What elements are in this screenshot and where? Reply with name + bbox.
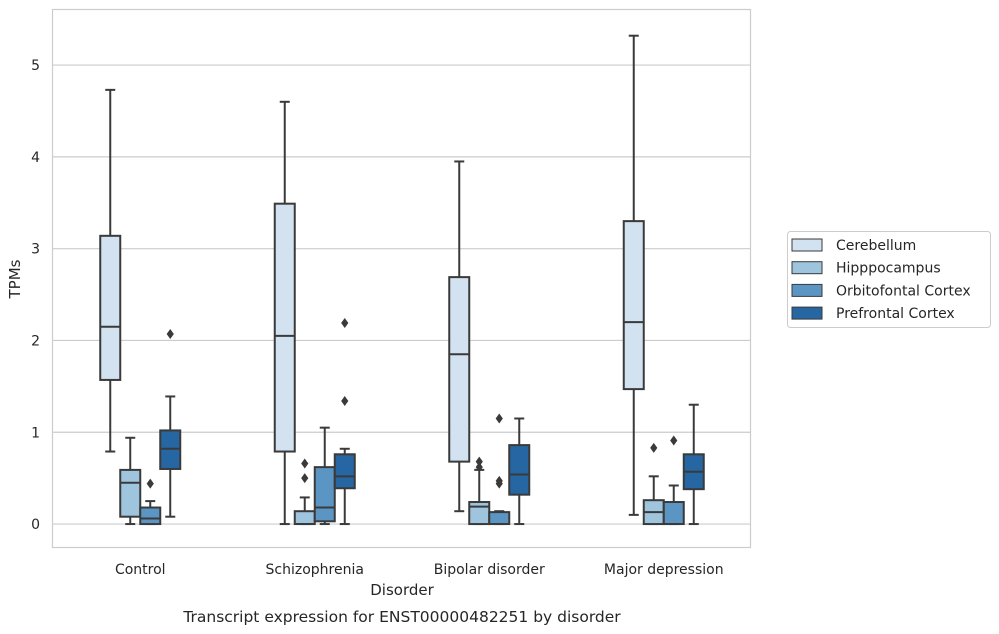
outlier-point bbox=[341, 396, 349, 407]
box bbox=[488, 413, 511, 526]
box-body bbox=[468, 501, 491, 526]
outlier-point bbox=[475, 462, 483, 473]
box-body bbox=[273, 202, 296, 453]
legend-swatch bbox=[791, 306, 823, 320]
legend-label: Orbitofontal Cortex bbox=[836, 283, 971, 299]
y-tick-label: 2 bbox=[31, 333, 40, 349]
outlier-point bbox=[301, 473, 309, 484]
box bbox=[313, 426, 336, 526]
outlier-point bbox=[475, 456, 483, 467]
outlier-point bbox=[146, 478, 154, 489]
x-tick-label: Schizophrenia bbox=[266, 562, 364, 578]
y-axis-title: TPMs bbox=[6, 259, 24, 299]
box-body bbox=[508, 444, 531, 496]
box bbox=[662, 435, 685, 526]
box bbox=[159, 329, 182, 518]
box-body bbox=[119, 468, 142, 518]
legend-swatch bbox=[791, 261, 823, 275]
legend-swatch bbox=[791, 283, 823, 297]
x-axis-title: Disorder bbox=[370, 581, 434, 599]
legend-label: Prefrontal Cortex bbox=[836, 306, 955, 322]
box bbox=[99, 88, 122, 453]
box bbox=[139, 478, 162, 526]
box-body bbox=[448, 276, 471, 463]
chart-title: Transcript expression for ENST0000048225… bbox=[182, 608, 621, 626]
box bbox=[448, 160, 471, 513]
box bbox=[119, 436, 142, 526]
box-body bbox=[99, 234, 122, 381]
box bbox=[468, 456, 491, 526]
box bbox=[642, 442, 665, 526]
y-tick-label: 3 bbox=[31, 242, 40, 258]
outlier-point bbox=[495, 413, 503, 424]
box-body bbox=[333, 453, 356, 490]
legend-label: Cerebellum bbox=[836, 238, 916, 254]
y-tick-label: 4 bbox=[31, 150, 40, 166]
x-tick-label: Control bbox=[115, 562, 166, 578]
box bbox=[333, 318, 356, 526]
plot-frame bbox=[51, 8, 752, 549]
y-tick-labels: 0 1 2 3 4 5 bbox=[31, 58, 40, 533]
legend: Cerebellum Hipppocampus Orbitofontal Corte… bbox=[787, 231, 991, 328]
box-body bbox=[622, 220, 645, 391]
box-body bbox=[139, 506, 162, 526]
legend-label: Hipppocampus bbox=[836, 261, 941, 277]
outlier-point bbox=[166, 329, 174, 340]
box bbox=[682, 403, 705, 526]
box-body bbox=[293, 510, 316, 526]
x-tick-labels: Control Schizophrenia Bipolar disorder Majo… bbox=[115, 562, 724, 578]
box-body bbox=[662, 501, 685, 526]
outlier-point bbox=[670, 435, 678, 446]
box bbox=[273, 100, 296, 526]
y-tick-label: 5 bbox=[31, 58, 40, 74]
boxes bbox=[99, 34, 705, 526]
legend-swatch bbox=[791, 238, 823, 252]
box-body bbox=[488, 511, 511, 526]
x-tick-label: Bipolar disorder bbox=[434, 562, 545, 578]
outlier-point bbox=[341, 318, 349, 329]
x-tick-label: Major depression bbox=[604, 562, 724, 578]
box bbox=[508, 417, 531, 526]
y-tick-label: 0 bbox=[31, 517, 40, 533]
outlier-point bbox=[650, 442, 658, 453]
box bbox=[293, 458, 316, 526]
outlier-point bbox=[495, 475, 503, 486]
legend-frame bbox=[787, 231, 991, 328]
outlier-point bbox=[301, 458, 309, 469]
box-body bbox=[313, 466, 336, 523]
y-tick-label: 1 bbox=[31, 425, 40, 441]
box bbox=[622, 34, 645, 516]
